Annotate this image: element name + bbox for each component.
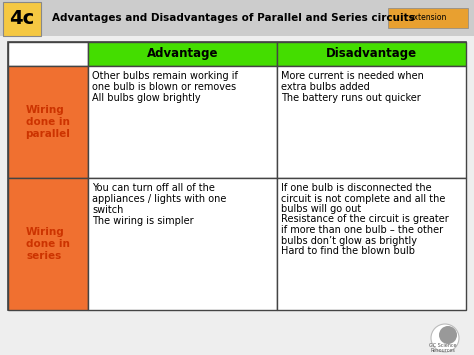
Text: Hard to find the blown bulb: Hard to find the blown bulb xyxy=(281,246,415,256)
Bar xyxy=(0,0,474,36)
Text: Resistance of the circuit is greater: Resistance of the circuit is greater xyxy=(281,214,449,224)
Text: appliances / lights with one: appliances / lights with one xyxy=(92,194,227,204)
Text: Wiring
done in
series: Wiring done in series xyxy=(26,228,70,261)
Bar xyxy=(8,66,88,178)
Bar xyxy=(277,178,466,310)
Text: More current is needed when: More current is needed when xyxy=(281,71,424,81)
Text: If one bulb is disconnected the: If one bulb is disconnected the xyxy=(281,183,432,193)
Bar xyxy=(277,66,466,178)
Text: GC Science
Resources: GC Science Resources xyxy=(429,343,457,353)
Text: Disadvantage: Disadvantage xyxy=(326,48,417,60)
Circle shape xyxy=(431,324,459,352)
Text: The wiring is simpler: The wiring is simpler xyxy=(92,216,193,226)
Text: All bulbs glow brightly: All bulbs glow brightly xyxy=(92,93,201,103)
Text: if more than one bulb – the other: if more than one bulb – the other xyxy=(281,225,443,235)
Text: Advantage: Advantage xyxy=(147,48,218,60)
Text: Advantages and Disadvantages of Parallel and Series circuits: Advantages and Disadvantages of Parallel… xyxy=(52,13,415,23)
Text: You can turn off all of the: You can turn off all of the xyxy=(92,183,215,193)
Bar xyxy=(88,66,277,178)
Text: 4c: 4c xyxy=(9,10,35,28)
Text: Other bulbs remain working if: Other bulbs remain working if xyxy=(92,71,238,81)
Text: circuit is not complete and all the: circuit is not complete and all the xyxy=(281,193,446,203)
Bar xyxy=(88,42,277,66)
Bar xyxy=(8,178,88,310)
Bar xyxy=(8,42,88,66)
Text: Wiring
done in
parallel: Wiring done in parallel xyxy=(26,105,71,138)
Bar xyxy=(88,178,277,310)
Bar xyxy=(8,42,466,310)
Text: one bulb is blown or removes: one bulb is blown or removes xyxy=(92,82,236,92)
Bar xyxy=(277,42,466,66)
Circle shape xyxy=(439,326,457,344)
Text: extra bulbs added: extra bulbs added xyxy=(281,82,370,92)
Bar xyxy=(388,8,468,28)
Text: bulbs don’t glow as brightly: bulbs don’t glow as brightly xyxy=(281,235,417,246)
Text: The battery runs out quicker: The battery runs out quicker xyxy=(281,93,421,103)
Text: bulbs will go out: bulbs will go out xyxy=(281,204,361,214)
Text: switch: switch xyxy=(92,205,123,215)
Text: extension: extension xyxy=(410,13,447,22)
Bar xyxy=(3,2,41,36)
